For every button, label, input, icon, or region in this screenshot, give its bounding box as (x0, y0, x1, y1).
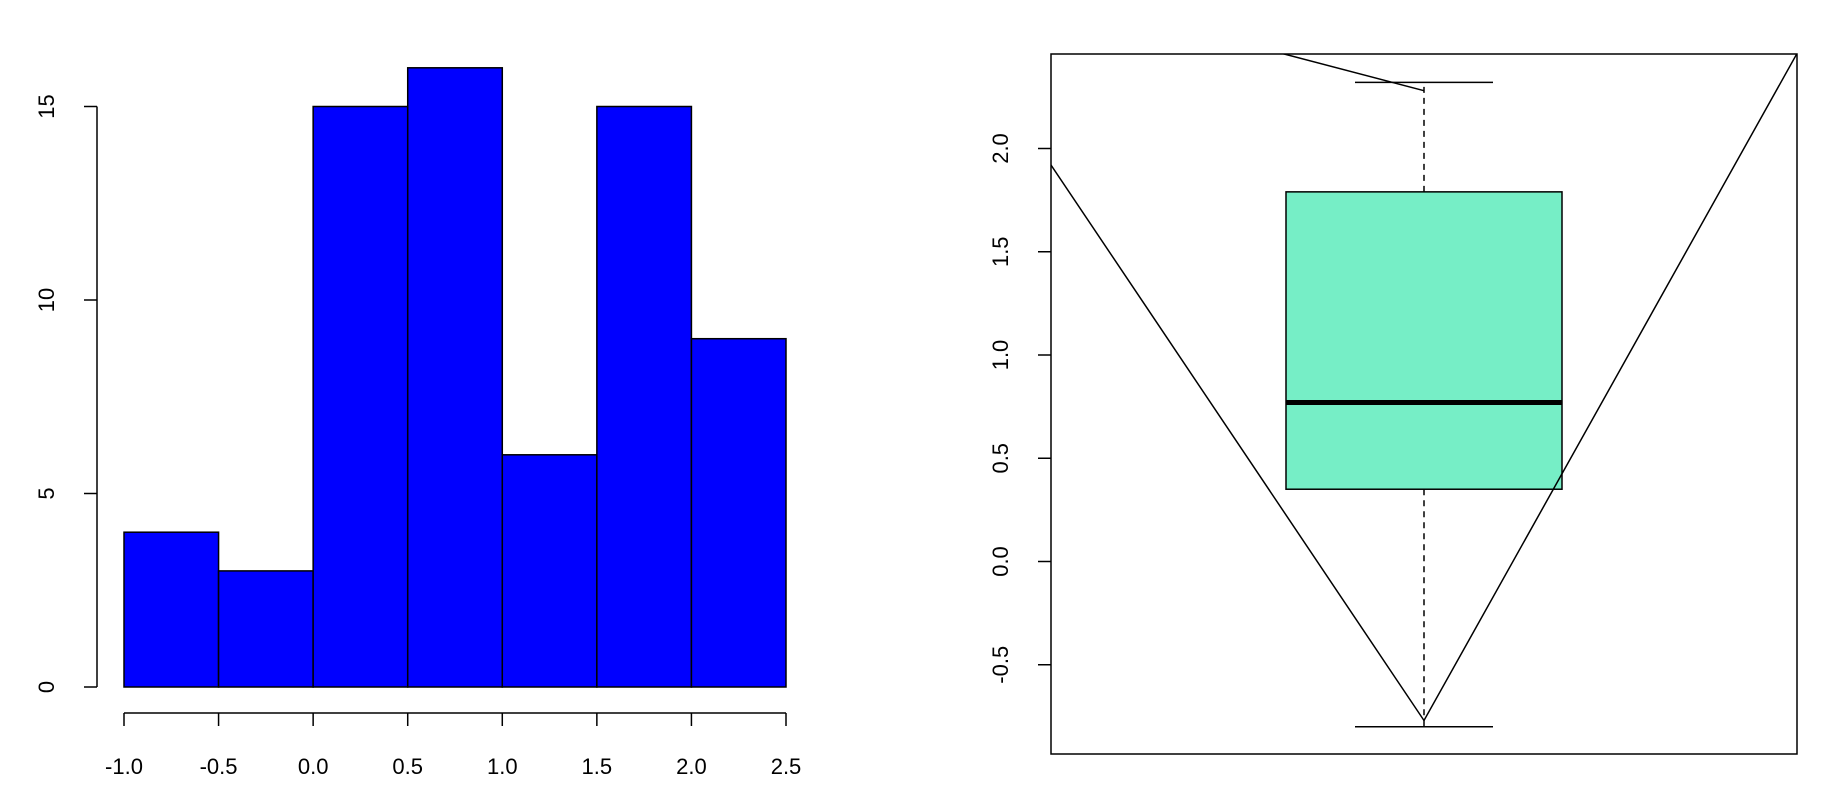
histogram-panel: -1.0 -0.5 0.0 0.5 1.0 1.5 2.0 2.5 0 5 10 15 (34, 67, 802, 779)
x-tick-label: 0.0 (298, 754, 329, 779)
y-tick-label: 10 (34, 288, 59, 312)
histogram-bar (406, 67, 504, 688)
y-tick-label: 1.0 (988, 340, 1013, 371)
histogram-bar (690, 337, 787, 688)
histogram-bar (123, 531, 220, 688)
x-tick-label: 1.5 (582, 754, 613, 779)
y-tick-label: 0.0 (988, 546, 1013, 577)
histogram-bar (501, 454, 598, 688)
x-tick-label: 1.0 (487, 754, 518, 779)
plot-frame (1050, 53, 1798, 755)
y-tick-label: 0 (34, 681, 59, 693)
x-tick-label: -1.0 (105, 754, 143, 779)
y-tick-label: 15 (34, 94, 59, 118)
x-tick-label: 0.5 (392, 754, 423, 779)
iqr-box (1285, 191, 1563, 490)
boxplot-panel: -0.5 0.0 0.5 1.0 1.5 2.0 (988, 53, 1798, 755)
histogram-bar (312, 105, 409, 688)
overlay-segment (1282, 54, 1425, 92)
y-tick-label: 1.5 (988, 236, 1013, 267)
x-tick-label: 2.0 (676, 754, 707, 779)
y-tick-label: 2.0 (988, 133, 1013, 164)
x-tick-label: -0.5 (200, 754, 238, 779)
histogram-bar (217, 570, 314, 688)
x-tick-label: 2.5 (771, 754, 802, 779)
histogram-bar (596, 105, 693, 688)
y-tick-label: -0.5 (988, 646, 1013, 684)
y-tick-label: 5 (34, 487, 59, 499)
overlay-line (1051, 54, 1797, 722)
y-tick-label: 0.5 (988, 443, 1013, 474)
